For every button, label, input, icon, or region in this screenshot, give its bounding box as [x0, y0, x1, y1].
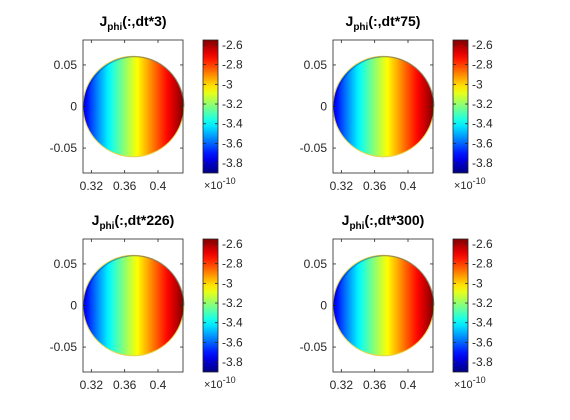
- colorbar-tick-label: -3.4: [472, 316, 493, 330]
- colorbar-tick-label: -3: [222, 276, 233, 290]
- x-tick-label: 0.4: [150, 179, 167, 193]
- colorbar-tick-label: -2.8: [472, 257, 493, 271]
- subplot-title: Jphi(:,dt*300): [342, 212, 425, 232]
- inner-edge: [84, 56, 185, 157]
- colorbar-tick-label: -3.6: [222, 335, 243, 349]
- colorbar: [452, 39, 469, 174]
- colorbar: [452, 238, 469, 373]
- colorbar-tick-label: -2.8: [222, 257, 243, 271]
- colorbar-tick-label: -2.6: [222, 38, 243, 52]
- colorbar-tick-label: -3.2: [222, 296, 243, 310]
- colorbar-tick-label: -2.6: [472, 237, 493, 251]
- colorbar-tick-label: -3.6: [472, 136, 493, 150]
- subplot-title: Jphi(:,dt*75): [346, 13, 421, 33]
- y-tick-label: 0.05: [304, 257, 328, 271]
- y-tick-label: -0.05: [50, 141, 78, 155]
- colorbar-tick-label: -2.6: [222, 237, 243, 251]
- colorbar-exponent: ×10-10: [204, 375, 236, 391]
- x-tick-label: 0.32: [80, 378, 104, 392]
- colorbar: [202, 238, 219, 373]
- colorbar-tick-label: -3.2: [222, 97, 243, 111]
- inner-edge: [334, 56, 435, 157]
- colorbar: [202, 39, 219, 174]
- colorbar-tick-label: -3.8: [222, 156, 243, 170]
- y-tick-label: -0.05: [300, 141, 328, 155]
- x-tick-label: 0.36: [113, 179, 137, 193]
- inner-edge: [84, 255, 185, 356]
- y-tick-label: 0: [70, 299, 77, 313]
- colorbar-tick-label: -2.8: [472, 58, 493, 72]
- colorbar-tick-label: -3.6: [472, 335, 493, 349]
- colorbar-tick-label: -3: [222, 77, 233, 91]
- y-tick-label: 0.05: [54, 257, 78, 271]
- colorbar-tick-label: -3.8: [472, 156, 493, 170]
- y-tick-label: 0: [70, 100, 77, 114]
- colorbar-tick-label: -2.8: [222, 58, 243, 72]
- colorbar-tick-label: -3.8: [472, 355, 493, 369]
- x-tick-label: 0.4: [400, 378, 417, 392]
- colorbar-tick-label: -3.6: [222, 136, 243, 150]
- y-tick-label: -0.05: [50, 340, 78, 354]
- colorbar-tick-label: -3.4: [222, 117, 243, 131]
- y-tick-label: -0.05: [300, 340, 328, 354]
- colorbar-exponent: ×10-10: [454, 375, 486, 391]
- y-tick-label: 0.05: [54, 58, 78, 72]
- colorbar-tick-label: -3: [472, 77, 483, 91]
- subplot-3: 0.32 0.36 0.4 0.05 0 -0.05 Jphi(:,dt*226) -2.6 -…: [50, 212, 243, 392]
- colorbar-tick-label: -3.4: [472, 117, 493, 131]
- subplot-1: 0.32 0.36 0.4 0.05 0 -0.05 Jphi(:,dt*3) -2.6 -2.…: [50, 13, 243, 193]
- colorbar-tick-label: -2.6: [472, 38, 493, 52]
- subplot-2: 0.32 0.36 0.4 0.05 0 -0.05 Jphi(:,dt*75) -2.6 -2…: [300, 13, 493, 193]
- colorbar-tick-label: -3.8: [222, 355, 243, 369]
- x-tick-label: 0.32: [330, 378, 354, 392]
- colorbar-tick-label: -3.2: [472, 97, 493, 111]
- subplot-4: 0.32 0.36 0.4 0.05 0 -0.05 Jphi(:,dt*300) -2.6 -…: [300, 212, 493, 392]
- subplot-title: Jphi(:,dt*3): [99, 13, 166, 33]
- colorbar-tick-label: -3.4: [222, 316, 243, 330]
- x-tick-label: 0.32: [330, 179, 354, 193]
- x-tick-label: 0.32: [80, 179, 104, 193]
- subplot-title: Jphi(:,dt*226): [92, 212, 175, 232]
- y-tick-label: 0.05: [304, 58, 328, 72]
- inner-edge: [334, 255, 435, 356]
- x-tick-label: 0.36: [363, 378, 387, 392]
- colorbar-exponent: ×10-10: [454, 176, 486, 192]
- colorbar-exponent: ×10-10: [204, 176, 236, 192]
- y-tick-label: 0: [320, 299, 327, 313]
- x-tick-label: 0.4: [150, 378, 167, 392]
- colorbar-tick-label: -3: [472, 276, 483, 290]
- x-tick-label: 0.36: [113, 378, 137, 392]
- colorbar-tick-label: -3.2: [472, 296, 493, 310]
- y-tick-label: 0: [320, 100, 327, 114]
- x-tick-label: 0.4: [400, 179, 417, 193]
- x-tick-label: 0.36: [363, 179, 387, 193]
